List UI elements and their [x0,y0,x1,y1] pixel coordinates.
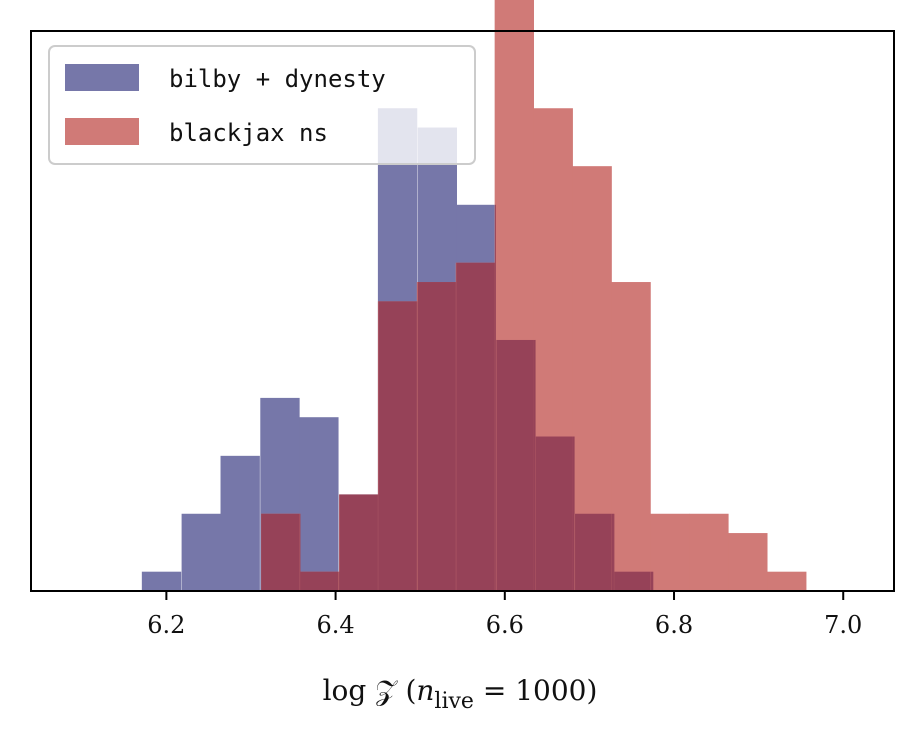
bar-overlap-41 [650,571,654,591]
axes-frame [30,30,895,592]
bar-overlap-37 [611,513,614,591]
bar-bilby-dynesty-2 [220,455,260,591]
bar-overlap-35 [575,513,612,591]
bar-overlap-29 [533,339,536,591]
bar-overlap-31 [535,436,573,591]
legend-swatch-bilby-dynesty [65,64,139,91]
x-axis-ticks: 6.2 6.4 6.6 6.8 7.0 [147,591,862,639]
x-axis-label: log 𝒵 (nlive = 1000) [323,674,598,714]
x-tick-label: 7.0 [824,611,862,639]
histogram-bars [141,0,807,592]
bar-overlap-11 [300,571,339,591]
bar-blackjax-ns-12 [728,533,768,591]
bar-bilby-dynesty-4 [299,417,339,591]
bar-bilby-dynesty-0 [141,571,182,591]
legend-swatch-blackjax-ns [65,118,139,145]
x-tick-label: 6.4 [317,611,355,639]
bar-blackjax-ns-11 [689,513,729,591]
legend-box [48,45,476,165]
legend-label-bilby-dynesty: bilby + dynesty [169,65,386,93]
bar-overlap-25 [495,204,496,592]
bar-blackjax-ns-9 [611,282,651,591]
legend-label-blackjax-ns: blackjax ns [169,119,328,147]
bar-overlap-19 [417,282,456,591]
bar-overlap-27 [496,339,534,591]
bar-bilby-dynesty-1 [181,513,221,591]
bar-blackjax-ns-10 [650,513,690,591]
bar-overlap-39 [614,571,651,591]
x-tick-label: 6.8 [655,611,693,639]
x-tick-label: 6.6 [486,611,524,639]
legend: bilby + dynesty blackjax ns [48,45,476,165]
bar-overlap-16 [378,301,417,591]
bar-overlap-33 [572,436,575,591]
bar-blackjax-ns-13 [767,571,807,591]
bar-overlap-23 [457,262,495,591]
bar-overlap-7 [261,513,300,591]
x-tick-label: 6.2 [147,611,185,639]
bar-overlap-14 [339,494,378,591]
